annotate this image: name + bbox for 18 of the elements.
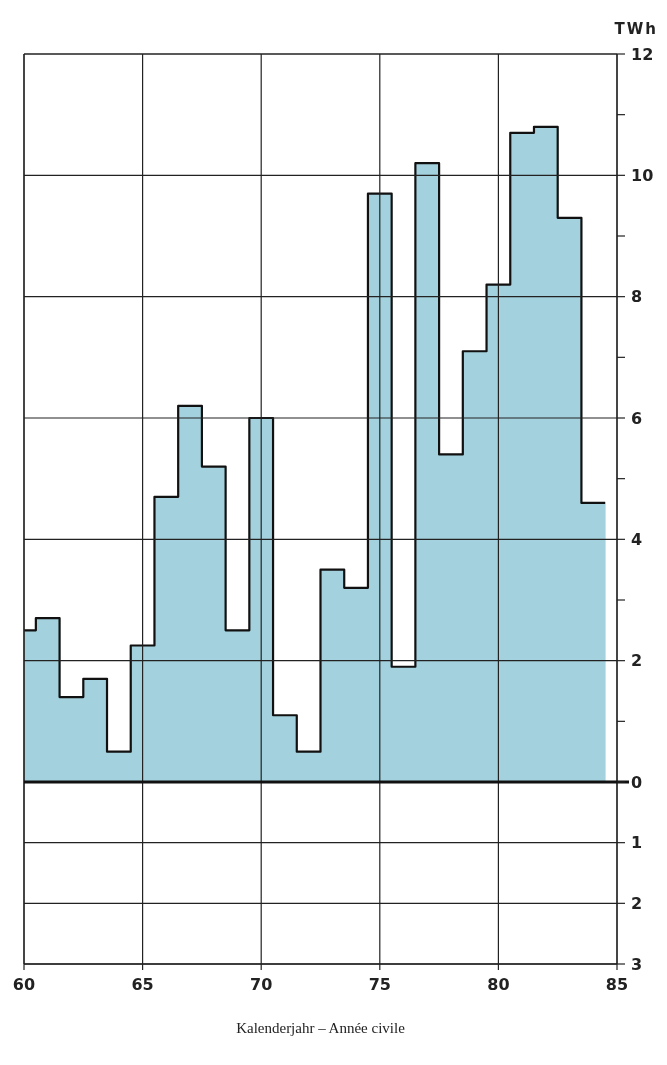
y-tick-label: 12 <box>631 44 654 64</box>
y-tick-label: 4 <box>631 529 643 549</box>
x-tick-label: 75 <box>368 975 391 994</box>
x-tick-label: 80 <box>487 975 510 994</box>
y-tick-label: 6 <box>631 408 643 428</box>
y-tick-label: 8 <box>631 287 643 307</box>
x-axis-title: Kalenderjahr – Année civile <box>236 1020 406 1036</box>
x-tick-label: 85 <box>605 975 629 994</box>
y-tick-label: 3 <box>631 954 643 974</box>
y-tick-label: 1 <box>631 833 643 853</box>
y-tick-label: 2 <box>631 893 643 913</box>
y-axis-title: TWh <box>614 20 658 38</box>
x-tick-label: 70 <box>250 975 273 994</box>
y-tick-label: 0 <box>631 772 643 792</box>
y-tick-label: 10 <box>631 165 654 185</box>
x-tick-label: 60 <box>12 975 36 994</box>
y-tick-label: 2 <box>631 651 643 671</box>
x-tick-label: 65 <box>131 975 154 994</box>
